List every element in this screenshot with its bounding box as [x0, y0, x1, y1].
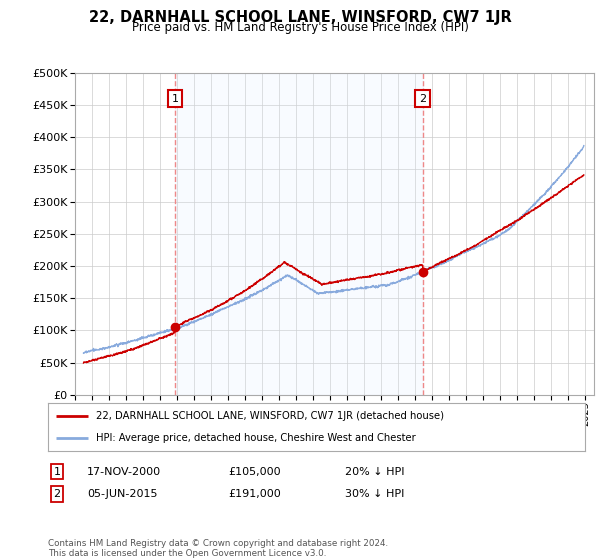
Text: 20% ↓ HPI: 20% ↓ HPI — [345, 466, 404, 477]
Text: 17-NOV-2000: 17-NOV-2000 — [87, 466, 161, 477]
Text: Contains HM Land Registry data © Crown copyright and database right 2024.
This d: Contains HM Land Registry data © Crown c… — [48, 539, 388, 558]
Text: Price paid vs. HM Land Registry's House Price Index (HPI): Price paid vs. HM Land Registry's House … — [131, 21, 469, 34]
Text: 22, DARNHALL SCHOOL LANE, WINSFORD, CW7 1JR: 22, DARNHALL SCHOOL LANE, WINSFORD, CW7 … — [89, 10, 511, 25]
Text: 05-JUN-2015: 05-JUN-2015 — [87, 489, 157, 499]
Text: 22, DARNHALL SCHOOL LANE, WINSFORD, CW7 1JR (detached house): 22, DARNHALL SCHOOL LANE, WINSFORD, CW7 … — [97, 411, 445, 421]
Text: HPI: Average price, detached house, Cheshire West and Chester: HPI: Average price, detached house, Ches… — [97, 433, 416, 443]
Bar — [175, 73, 422, 395]
Text: £191,000: £191,000 — [228, 489, 281, 499]
Text: 2: 2 — [53, 489, 61, 499]
Text: 30% ↓ HPI: 30% ↓ HPI — [345, 489, 404, 499]
Text: 2: 2 — [419, 94, 426, 104]
Text: 1: 1 — [53, 466, 61, 477]
Text: 1: 1 — [172, 94, 179, 104]
Text: £105,000: £105,000 — [228, 466, 281, 477]
